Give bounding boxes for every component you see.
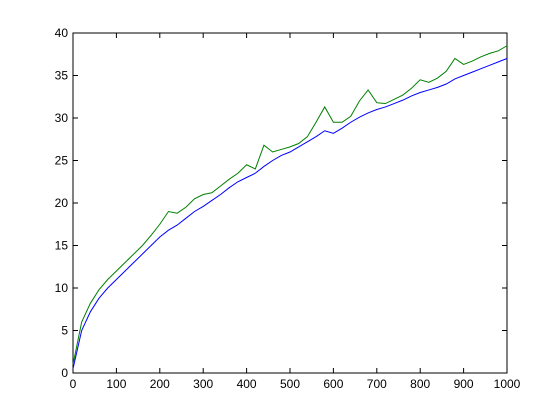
y-tick-label: 30 bbox=[55, 111, 69, 125]
x-tick-label: 500 bbox=[280, 377, 300, 391]
x-tick-label: 600 bbox=[323, 377, 343, 391]
x-tick-label: 300 bbox=[193, 377, 213, 391]
series-line bbox=[72, 58, 508, 369]
x-tick-label: 400 bbox=[237, 377, 257, 391]
y-tick-label: 20 bbox=[55, 196, 69, 210]
x-tick-label: 1000 bbox=[494, 377, 521, 391]
y-tick-label: 35 bbox=[55, 69, 69, 83]
x-tick-label: 700 bbox=[367, 377, 387, 391]
series-line bbox=[72, 45, 508, 365]
y-tick-label: 10 bbox=[55, 281, 69, 295]
x-tick-label: 800 bbox=[410, 377, 430, 391]
y-tick-label: 40 bbox=[55, 26, 69, 40]
y-tick-label: 25 bbox=[55, 154, 69, 168]
y-tick-label: 15 bbox=[55, 239, 69, 253]
x-tick-label: 900 bbox=[454, 377, 474, 391]
plot-frame bbox=[72, 32, 508, 374]
y-tick-label: 0 bbox=[61, 366, 68, 380]
x-tick-label: 200 bbox=[150, 377, 170, 391]
x-tick-label: 100 bbox=[106, 377, 126, 391]
x-tick-label: 0 bbox=[70, 377, 77, 391]
y-tick-label: 5 bbox=[61, 324, 68, 338]
